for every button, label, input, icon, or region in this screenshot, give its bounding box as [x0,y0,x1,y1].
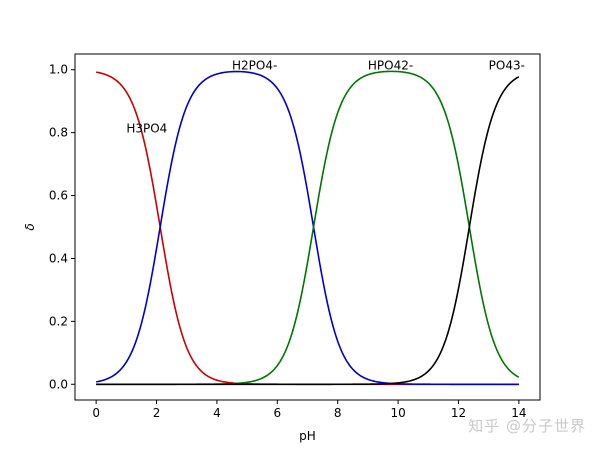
x-axis-ticks: 0 2 4 6 8 10 12 14 [92,400,527,420]
y-tick-label: 0.8 [49,126,68,140]
x-tick-label: 10 [390,406,405,420]
x-tick-label: 4 [213,406,221,420]
y-tick-label: 0.4 [49,251,68,265]
y-tick-label: 1.0 [49,63,68,77]
curve-annotation: H3PO4 [126,122,167,136]
y-axis-label: δ [23,223,37,230]
x-tick-label: 2 [153,406,161,420]
x-tick-label: 6 [273,406,281,420]
x-tick-label: 12 [451,406,466,420]
y-tick-label: 0.6 [49,189,68,203]
series-line-po4 [96,76,520,386]
x-axis-label: pH [299,429,316,443]
series-curves [95,70,520,386]
x-tick-label: 14 [511,406,526,420]
x-tick-label: 8 [334,406,342,420]
curve-annotations: H3PO4 H2PO4- HPO42- PO43- [126,59,525,136]
series-line-h2po4 [95,70,519,386]
y-axis-ticks: 0.0 0.2 0.4 0.6 0.8 1.0 [49,63,75,391]
y-tick-label: 0.0 [49,377,68,391]
curve-annotation: HPO42- [368,59,413,73]
curve-annotation: H2PO4- [232,59,277,73]
plot-frame [74,53,541,401]
x-tick-label: 0 [92,406,100,420]
y-tick-label: 0.2 [49,314,68,328]
watermark: 知乎 @分子世界 [468,417,586,435]
curve-annotation: PO43- [489,59,525,73]
